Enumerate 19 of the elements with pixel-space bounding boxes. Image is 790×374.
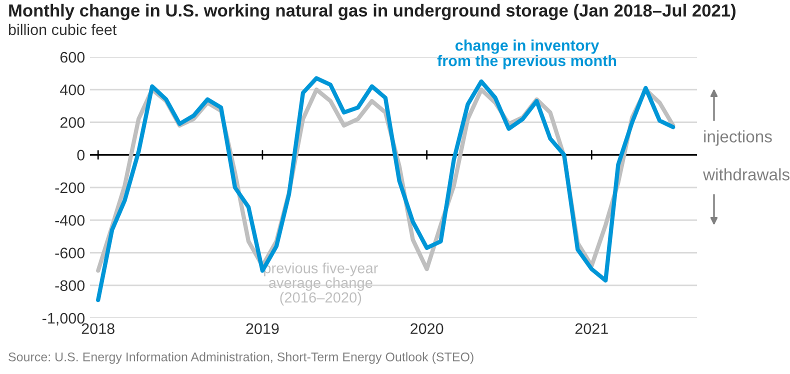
y-tick-label: -200	[55, 182, 85, 194]
text: injections	[704, 130, 772, 146]
text: change in inventory from the previous month	[437, 40, 616, 70]
y-tick-label: -600	[55, 248, 85, 258]
y-tick-label: 0	[77, 150, 85, 161]
y-tick-label: 400	[60, 84, 85, 96]
x-tick-label: 2019	[246, 323, 279, 334]
y-axis-title: billion cubic feet	[8, 24, 117, 36]
y-tick-label: -1,000	[42, 312, 85, 326]
chart-title: Monthly change in U.S. working natural gas in underground storage (Jan 2018–Jul 2021)	[9, 4, 736, 20]
source-note: Source: U.S. Energy Information Administration, Short-Term Energy Outlook (STEO)	[8, 352, 474, 364]
y-tick-label: -400	[55, 214, 85, 226]
y-tick-label: 600	[60, 52, 85, 63]
x-tick-label: 2018	[82, 323, 114, 334]
y-tick-label: 200	[60, 117, 85, 128]
x-tick-label: 2020	[410, 323, 444, 334]
text: withdrawals	[702, 168, 790, 180]
y-tick-label: -800	[55, 280, 85, 292]
x-tick-label: 2021	[575, 323, 608, 334]
